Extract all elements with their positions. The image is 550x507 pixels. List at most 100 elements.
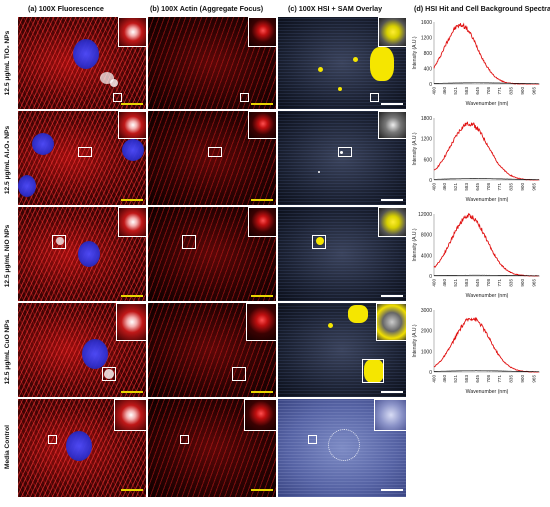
scale-bar [381,295,403,297]
chart0-y-tick-label: 800 [424,51,433,57]
chart0-x-tick-label: 460 [442,87,447,95]
scale-bar [251,489,273,491]
roi-box [338,147,352,157]
chart2-x-tick-label: 771 [497,279,502,287]
hsi-overlay-image-media-control [277,398,407,498]
hsi-hit [348,305,368,323]
chart3-hit-spectrum-line [433,317,539,373]
hsi-hit [353,57,358,62]
hsi-overlay-image-cuo [277,302,407,398]
row-label-cuo: 12.5 μg/mL CuO NPs [4,319,11,385]
hsi-overlay-image-tio2 [277,16,407,110]
chart0-x-tick-label: 583 [464,87,469,95]
chart3-x-tick-label: 583 [464,375,469,383]
chart3-x-axis-label: Wavenumber (nm) [466,389,509,395]
scale-bar [121,103,143,105]
scale-bar [251,295,273,297]
chart2-x-axis-label: Wavenumber (nm) [466,293,509,299]
nucleus [66,431,92,461]
hsi-overlay-image-al2o3 [277,110,407,206]
chart0-y-tick-label: 0 [429,82,432,88]
row-label-media-control: Media Control [4,425,11,469]
chart1-x-tick-label: 708 [486,183,491,191]
zoom-inset [116,303,146,341]
scale-bar [381,103,403,105]
chart1-y-tick-label: 0 [429,178,432,184]
chart0-x-tick-label: 965 [531,87,536,95]
spectrum-chart-cuo: 0 1000 2000 3000 400 460 521 583 645 708 771 835 900… [412,308,540,395]
scale-bar [381,391,403,393]
scale-bar [251,199,273,201]
chart3-x-tick-label: 965 [531,375,536,383]
roi-box [113,93,122,102]
roi-box [48,435,57,444]
roi-box [182,235,196,249]
actin-image-nio [147,206,277,302]
roi-box [208,147,222,157]
actin-image-tio2 [147,16,277,110]
zoom-inset [248,111,276,139]
chart2-x-tick-label: 835 [508,279,513,287]
chart2-y-tick-label: 0 [429,274,432,280]
row-label-tio2: 12.5 μg/mL TiO₂ NPs [4,30,11,96]
chart1-x-tick-label: 521 [453,183,458,191]
roi-box [78,147,92,157]
aggregate [56,237,64,245]
scale-bar [381,199,403,201]
chart0-y-axis-label: Intensity (A.U.) [412,36,418,69]
chart0-x-tick-label: 645 [475,87,480,95]
chart0-x-tick-label: 835 [508,87,513,95]
column-header-hsi-overlay: (c) 100X HSI + SAM Overlay [288,4,383,13]
row-label-nio: 12.5 μg/mL NiO NPs [4,224,11,288]
chart2-x-tick-label: 460 [442,279,447,287]
zoom-inset [246,303,276,341]
chart1-y-axis-label: Intensity (A.U.) [412,132,418,165]
chart1-y-tick-label: 1200 [421,137,432,143]
nucleus [18,175,36,197]
chart1-x-tick-label: 645 [475,183,480,191]
chart0-x-tick-label: 900 [520,87,525,95]
scale-bar [381,489,403,491]
chart2-background-spectrum-line [434,274,539,277]
nucleus [122,139,144,161]
column-header-actin: (b) 100X Actin (Aggregate Focus) [150,4,264,13]
zoom-inset [118,111,146,139]
roi-box [312,235,326,249]
column-header-spectra: (d) HSI Hit and Cell Background Spectra [414,4,550,13]
zoom-inset [248,207,276,237]
chart2-hit-spectrum-line [433,212,540,277]
chart1-x-tick-label: 400 [432,183,437,191]
zoom-inset [378,17,406,47]
zoom-inset [248,17,276,47]
nucleus [32,133,54,155]
actin-image-cuo [147,302,277,398]
chart0-y-tick-label: 400 [424,67,433,73]
chart3-background-spectrum-line [434,370,539,373]
roi-box [362,359,384,383]
chart3-y-axis-label: Intensity (A.U.) [412,324,418,357]
scale-bar [251,391,273,393]
scale-bar [251,103,273,105]
chart0-x-tick-label: 771 [497,87,502,95]
chart0-hit-spectrum-line [433,22,539,85]
chart3-x-tick-label: 645 [475,375,480,383]
chart1-x-tick-label: 583 [464,183,469,191]
scale-bar [121,391,143,393]
nucleus [73,39,99,69]
row-label-al2o3: 12.5 μg/mL Al₂O₃ NPs [4,125,11,195]
chart1-x-tick-label: 900 [520,183,525,191]
chart0-y-tick-label: 1200 [421,36,432,42]
chart0-x-tick-label: 400 [432,87,437,95]
actin-image-media-control [147,398,277,498]
scale-bar [121,295,143,297]
scale-bar [121,199,143,201]
chart3-y-tick-label: 2000 [421,329,432,335]
zoom-inset [378,111,406,139]
chart0-x-tick-label: 521 [453,87,458,95]
chart2-y-tick-label: 4000 [421,253,432,259]
zoom-inset [118,207,146,237]
chart1-x-tick-label: 771 [497,183,502,191]
fluorescence-image-cuo [17,302,147,398]
zoom-inset [374,399,406,431]
chart2-x-tick-label: 583 [464,279,469,287]
